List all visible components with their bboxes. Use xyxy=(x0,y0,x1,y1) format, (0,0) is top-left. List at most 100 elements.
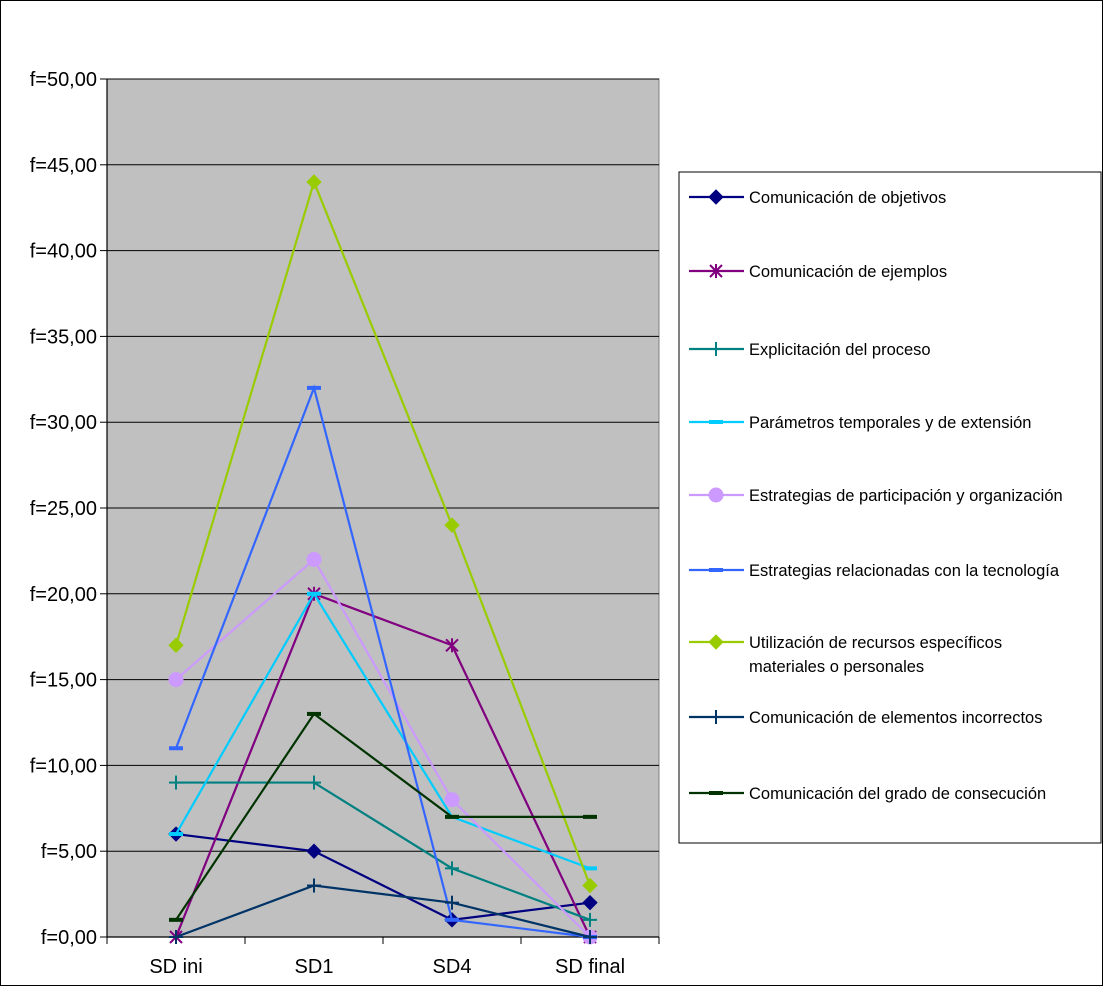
series-line xyxy=(175,591,591,870)
data-point xyxy=(444,517,460,533)
y-tick-label: f=25,00 xyxy=(30,498,97,520)
legend-item: Comunicación del grado de consecución xyxy=(689,785,1046,803)
legend-label: Comunicación de ejemplos xyxy=(749,263,947,281)
series-line xyxy=(175,557,591,938)
y-tick-label: f=10,00 xyxy=(30,755,97,777)
x-tick-label: SD final xyxy=(555,956,625,978)
legend-marker xyxy=(709,791,723,795)
legend-label: Parámetros temporales y de extensión xyxy=(749,414,1031,432)
legend-marker xyxy=(709,568,723,572)
data-point xyxy=(168,672,184,688)
y-tick-label: f=40,00 xyxy=(30,241,97,263)
marker-dash xyxy=(709,568,723,572)
legend-label: Estrategias relacionadas con la tecnolog… xyxy=(749,562,1060,580)
marker-diamond xyxy=(306,174,322,190)
data-point xyxy=(445,917,459,922)
legend-label: Comunicación de objetivos xyxy=(749,189,946,207)
data-point xyxy=(169,917,183,922)
legend-marker xyxy=(709,710,723,724)
marker-diamond xyxy=(708,189,724,205)
data-point xyxy=(306,843,322,859)
y-tick-label: f=15,00 xyxy=(30,670,97,692)
marker-circle xyxy=(306,551,322,567)
marker-diamond xyxy=(444,517,460,533)
y-tick-label: f=50,00 xyxy=(30,69,97,91)
legend-item: Estrategias relacionadas con la tecnolog… xyxy=(689,562,1060,580)
data-point xyxy=(445,895,459,910)
marker-dash xyxy=(307,385,321,390)
marker-dash xyxy=(307,711,321,716)
series-7 xyxy=(169,878,597,944)
y-tick-label: f=45,00 xyxy=(30,155,97,177)
y-tick-label: f=30,00 xyxy=(30,412,97,434)
legend-label: Utilización de recursos específicos xyxy=(749,634,1002,652)
legend-label: Comunicación del grado de consecución xyxy=(749,785,1046,803)
x-tick-label: SD ini xyxy=(149,956,202,978)
series-2 xyxy=(169,775,597,927)
x-tick-label: SD1 xyxy=(295,956,334,978)
legend: Comunicación de objetivos Comunicación de… xyxy=(678,171,1102,844)
marker-diamond xyxy=(306,843,322,859)
marker-diamond xyxy=(708,634,724,650)
legend-marker xyxy=(708,189,724,205)
y-tick-label: f=35,00 xyxy=(30,326,97,348)
legend-box xyxy=(678,171,1102,844)
legend-item: Explicitación del proceso xyxy=(689,341,931,359)
legend-label: Estrategias de participación y organizac… xyxy=(749,487,1063,505)
marker-dash xyxy=(583,866,597,871)
series-line xyxy=(174,592,591,938)
legend-item: Comunicación de ejemplos xyxy=(689,263,947,281)
legend-label: Comunicación de elementos incorrectos xyxy=(749,709,1042,727)
marker-circle xyxy=(168,672,184,688)
data-point xyxy=(583,912,597,927)
data-point xyxy=(306,174,322,190)
data-point xyxy=(583,814,597,819)
series-line xyxy=(175,884,591,939)
data-point xyxy=(169,930,183,944)
marker-diamond xyxy=(582,894,598,911)
data-point xyxy=(445,861,459,876)
data-point xyxy=(306,551,322,567)
data-point xyxy=(583,866,597,871)
data-point xyxy=(168,637,184,653)
data-point xyxy=(307,711,321,716)
legend-marker xyxy=(709,342,723,356)
legend-item: Comunicación de elementos incorrectos xyxy=(689,709,1042,727)
legend-marker xyxy=(708,634,724,650)
marker-dash xyxy=(169,832,183,837)
legend-item: Parámetros temporales y de extensión xyxy=(689,414,1031,432)
marker-dash xyxy=(709,420,723,424)
marker-diamond xyxy=(582,877,598,894)
series-line xyxy=(176,781,591,921)
legend-label: materiales o personales xyxy=(749,658,924,676)
marker-circle xyxy=(708,487,724,503)
marker-dash xyxy=(169,746,183,751)
data-point xyxy=(169,746,183,751)
marker-dash xyxy=(169,917,183,922)
series-line xyxy=(175,832,591,921)
legend-item: Utilización de recursos específicos mater… xyxy=(689,634,1002,676)
data-point xyxy=(445,814,459,819)
legend-marker xyxy=(709,420,723,424)
data-point xyxy=(583,930,597,944)
marker-diamond xyxy=(168,637,184,653)
data-point xyxy=(445,638,459,653)
legend-marker xyxy=(708,487,724,503)
marker-dash xyxy=(709,791,723,795)
marker-dash xyxy=(445,814,459,819)
legend-marker xyxy=(709,264,723,278)
series-8 xyxy=(169,711,597,922)
legend-item: Comunicación de objetivos xyxy=(689,189,946,207)
y-tick-label: f=5,00 xyxy=(41,841,97,863)
marker-dash xyxy=(583,814,597,819)
series-4 xyxy=(168,551,598,945)
x-tick-label: SD4 xyxy=(433,956,472,978)
data-point xyxy=(307,591,321,596)
series-line xyxy=(175,712,590,921)
legend-label: Explicitación del proceso xyxy=(749,341,931,359)
legend-item: Estrategias de participación y organizac… xyxy=(689,487,1063,505)
series-line xyxy=(174,384,591,939)
y-tick-label: f=0,00 xyxy=(41,927,97,949)
